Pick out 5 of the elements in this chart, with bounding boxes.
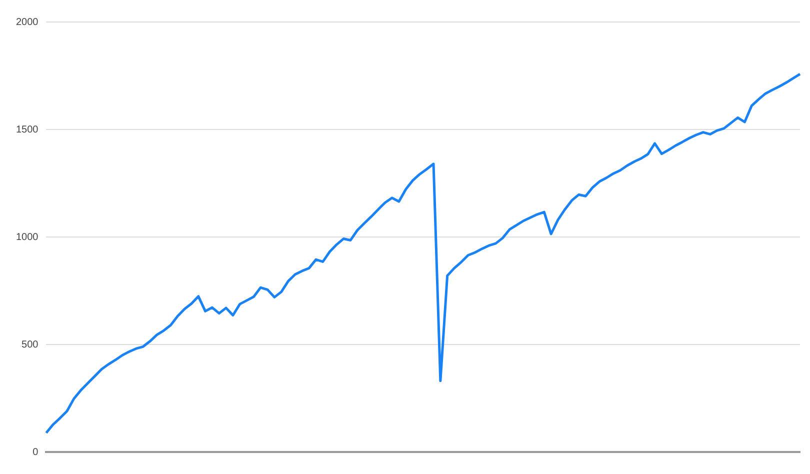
y-tick-label: 1500	[16, 124, 39, 136]
y-tick-label: 0	[32, 446, 39, 458]
y-tick-label: 1000	[16, 232, 39, 243]
y-tick-label: 2000	[16, 16, 39, 28]
y-tick-label: 500	[22, 339, 39, 350]
